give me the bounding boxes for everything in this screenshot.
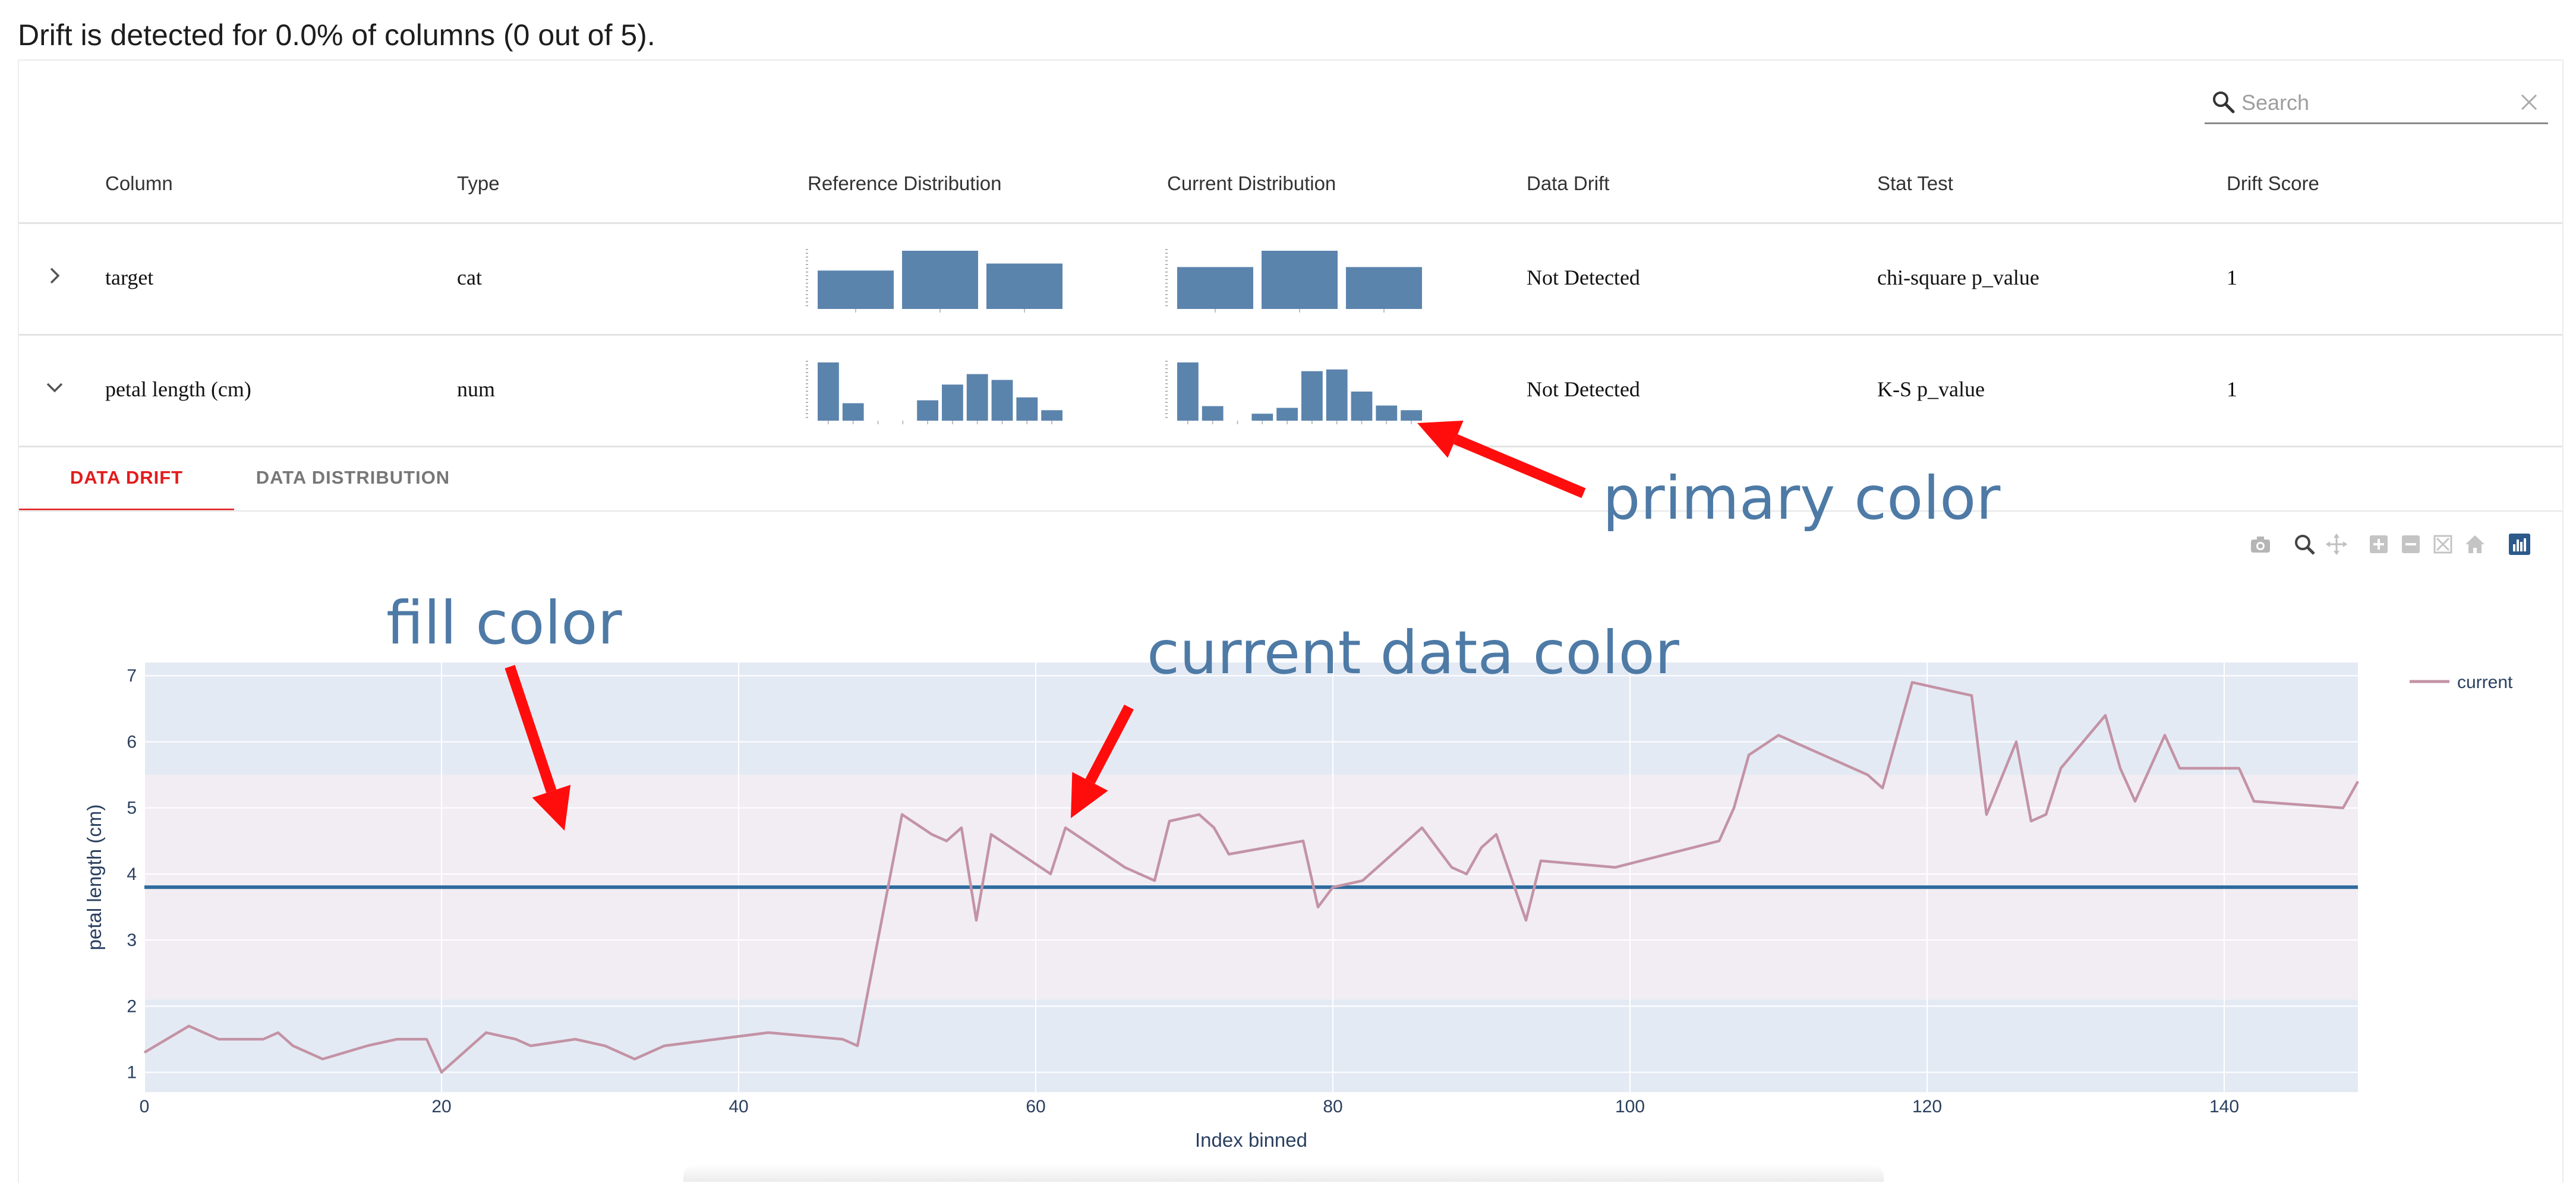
y-tick-label: 3 xyxy=(127,930,137,950)
tab-data-distribution[interactable]: DATA DISTRIBUTION xyxy=(256,467,450,488)
histogram-bar xyxy=(1276,408,1298,421)
header-type[interactable]: Type xyxy=(457,172,500,194)
header-stat-test[interactable]: Stat Test xyxy=(1877,172,1953,194)
x-axis-title: Index binned xyxy=(1195,1129,1307,1151)
y-tick-label: 5 xyxy=(127,799,137,818)
chevron-right-icon[interactable] xyxy=(42,263,68,289)
y-tick-label: 1 xyxy=(127,1063,137,1083)
table-row: target cat Not Detected chi-square p_val… xyxy=(19,223,2562,336)
histogram-bar xyxy=(1016,397,1038,421)
zoom-in-icon[interactable] xyxy=(2367,532,2391,556)
annotation-primary-color: primary color xyxy=(1603,463,2001,533)
histogram-bar xyxy=(1177,267,1253,309)
header-reference-distribution[interactable]: Reference Distribution xyxy=(808,172,1002,194)
current-distribution-sparkline xyxy=(1165,361,1422,424)
data-drift-status: Not Detected xyxy=(1527,377,1640,401)
header-drift-score[interactable]: Drift Score xyxy=(2227,172,2319,194)
zoom-icon[interactable] xyxy=(2293,532,2316,556)
search-icon xyxy=(2213,92,2235,113)
histogram-bar xyxy=(1351,392,1373,421)
x-tick-label: 100 xyxy=(1615,1097,1645,1116)
histogram-bar xyxy=(1401,410,1422,421)
histogram-bar xyxy=(1251,414,1273,421)
stat-test-name: chi-square p_value xyxy=(1877,266,2039,289)
autoscale-icon[interactable] xyxy=(2431,532,2455,556)
y-tick-label: 2 xyxy=(127,996,137,1016)
header-data-drift[interactable]: Data Drift xyxy=(1527,172,1610,194)
stat-test-name: K-S p_value xyxy=(1877,377,1985,401)
histogram-bar xyxy=(1301,371,1323,421)
y-tick-label: 7 xyxy=(127,666,137,686)
scroll-shadow xyxy=(683,1165,1884,1182)
histogram-bar xyxy=(1326,369,1348,421)
histogram-bar xyxy=(1202,406,1224,421)
zoom-out-icon[interactable] xyxy=(2399,532,2423,556)
column-type: cat xyxy=(457,266,482,289)
current-series-line xyxy=(143,681,2359,1074)
pan-icon[interactable] xyxy=(2325,532,2348,556)
annotation-fill-color: fill color xyxy=(386,588,622,658)
drift-summary-text: Drift is detected for 0.0% of columns (0… xyxy=(18,18,655,52)
reference-distribution-sparkline xyxy=(806,361,1062,424)
x-tick-label: 20 xyxy=(431,1097,451,1116)
chart-legend: current xyxy=(2410,673,2513,692)
histogram-bar xyxy=(842,403,864,421)
plotly-logo-icon[interactable] xyxy=(2508,532,2531,556)
table-header: Column Type Reference Distribution Curre… xyxy=(19,160,2562,224)
current-data-color-arrow xyxy=(1071,704,1134,818)
histogram-bar xyxy=(818,362,839,421)
reference-distribution-sparkline xyxy=(806,249,1062,313)
primary-color-arrow xyxy=(1417,420,1586,499)
search-input[interactable] xyxy=(2240,87,2504,119)
search-box[interactable] xyxy=(2205,83,2548,124)
drift-score-value: 1 xyxy=(2227,377,2237,401)
y-tick-label: 6 xyxy=(127,732,137,752)
x-tick-label: 120 xyxy=(1912,1097,1942,1116)
data-drift-status: Not Detected xyxy=(1527,266,1640,289)
histogram-bar xyxy=(917,400,938,421)
column-type: num xyxy=(457,377,496,401)
histogram-bar xyxy=(1262,251,1338,309)
x-tick-label: 80 xyxy=(1323,1097,1342,1116)
histogram-bar xyxy=(1376,405,1398,421)
drift-score-value: 1 xyxy=(2227,266,2237,289)
histogram-bar xyxy=(966,374,988,421)
clear-search-icon[interactable] xyxy=(2518,92,2540,113)
histogram-bar xyxy=(1041,410,1062,421)
histogram-bar xyxy=(1346,267,1422,309)
header-current-distribution[interactable]: Current Distribution xyxy=(1167,172,1336,194)
legend-label-current: current xyxy=(2457,673,2513,692)
y-axis-title: petal length (cm) xyxy=(83,805,105,951)
drift-band xyxy=(144,999,2358,1092)
x-tick-label: 60 xyxy=(1026,1097,1045,1116)
histogram-bar xyxy=(818,270,894,309)
column-name: petal length (cm) xyxy=(105,377,251,401)
chevron-down-icon[interactable] xyxy=(42,374,68,400)
histogram-bar xyxy=(991,380,1013,421)
x-tick-label: 40 xyxy=(729,1097,748,1116)
x-tick-label: 0 xyxy=(140,1097,150,1116)
table-row: petal length (cm) num Not Detected K-S p… xyxy=(19,335,2562,447)
column-name: target xyxy=(105,266,154,289)
reset-axes-icon[interactable] xyxy=(2463,532,2487,556)
histogram-bar xyxy=(942,384,963,421)
histogram-bar xyxy=(986,263,1062,309)
x-tick-label: 140 xyxy=(2209,1097,2239,1116)
histogram-bar xyxy=(1177,362,1199,421)
fill-color-arrow xyxy=(505,665,571,831)
annotation-current-data-color: current data color xyxy=(1147,618,1679,687)
current-distribution-sparkline xyxy=(1165,249,1422,313)
camera-icon[interactable] xyxy=(2249,532,2272,556)
header-column[interactable]: Column xyxy=(105,172,173,194)
y-tick-label: 4 xyxy=(127,865,137,884)
histogram-bar xyxy=(902,251,978,309)
